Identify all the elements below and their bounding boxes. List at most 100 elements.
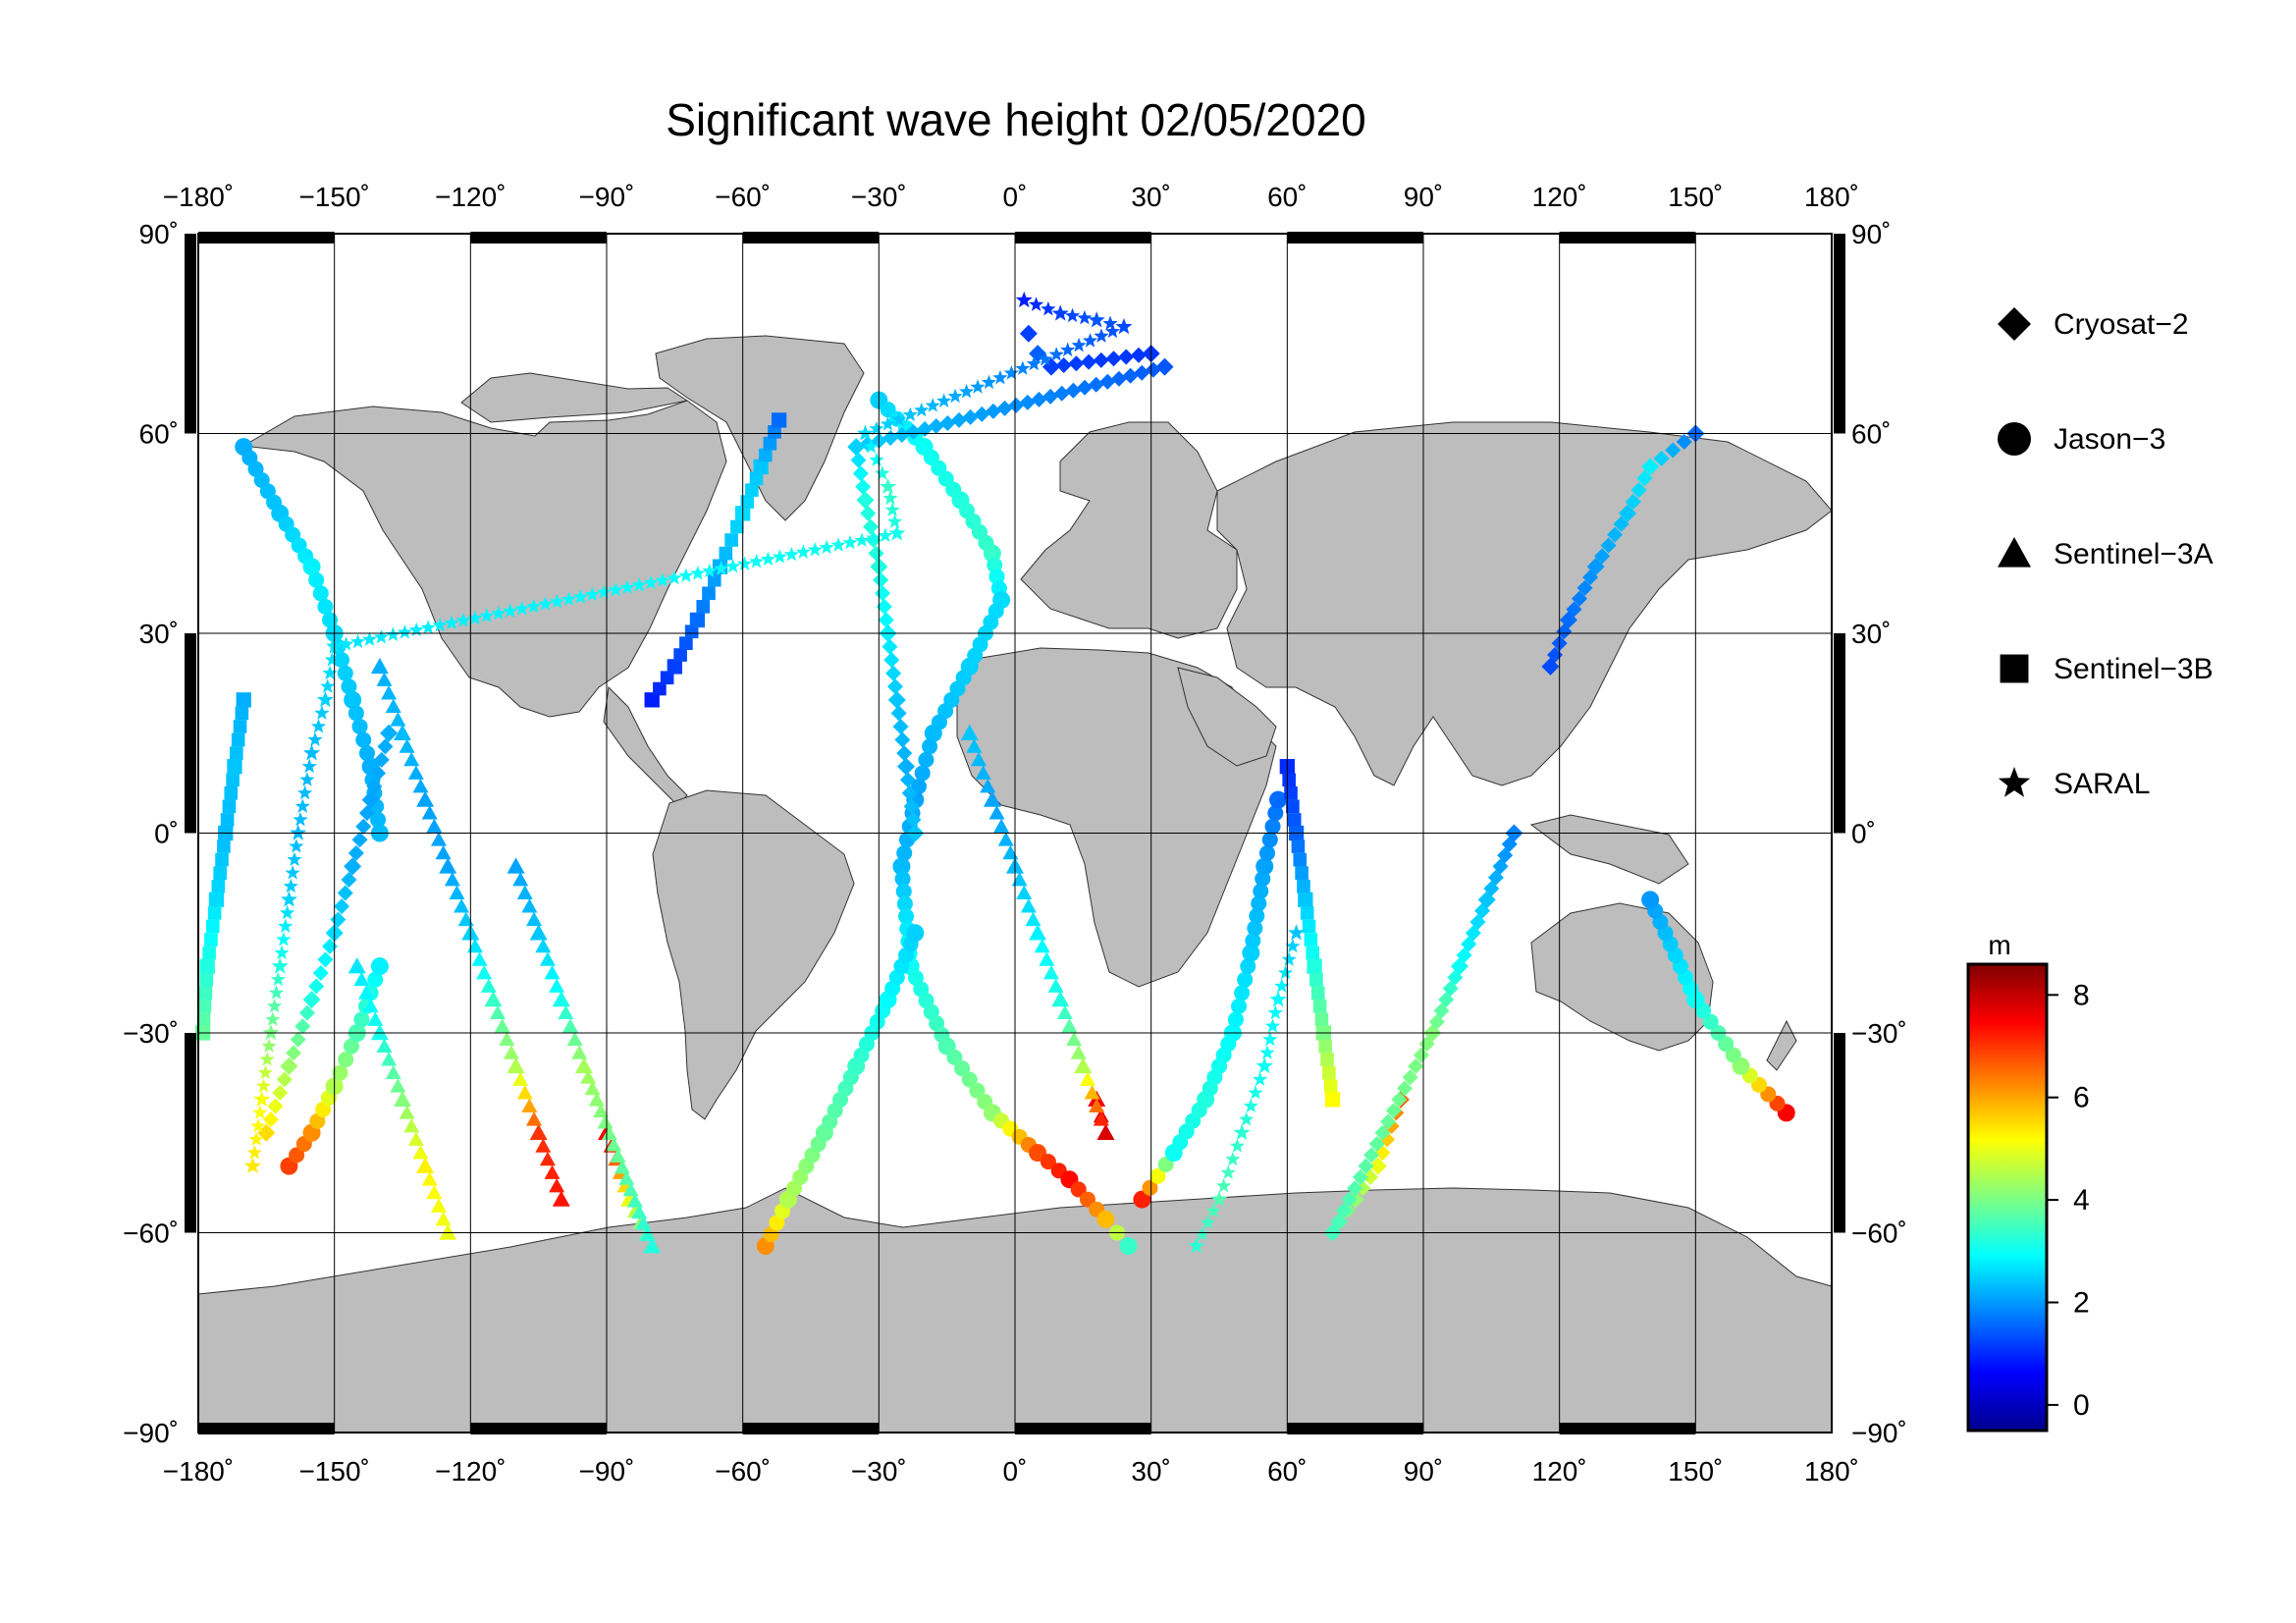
y-tick-label-right: 30˚ [1851,619,1891,649]
track-point [1330,1214,1347,1230]
track-point [1239,1111,1255,1126]
track-point [893,427,910,444]
track-point [286,1045,302,1061]
track-point [1374,1124,1391,1141]
track-point [407,765,424,780]
track-point [535,938,552,953]
track-point [1053,385,1070,402]
track-point [1077,379,1094,396]
track-point [1122,367,1139,384]
track-point [873,571,889,588]
track-point [1402,1069,1418,1086]
track-point [385,698,401,714]
track-point [552,1190,570,1207]
track-point [847,438,866,457]
track-point [869,452,884,467]
track-point [503,603,518,619]
track-point [361,790,380,809]
x-tick-label-top: 60˚ [1267,182,1307,212]
track-point [435,1211,452,1226]
track-point [283,878,298,893]
track-point [880,416,895,431]
track-point [308,571,325,588]
track-point [491,605,507,621]
track-point [279,904,295,920]
track-point [213,866,227,880]
track-point [1286,799,1300,814]
track-point [950,411,967,428]
track-point [355,818,372,835]
track-point [561,591,577,606]
track-point [1725,1047,1741,1063]
track-point [403,1117,420,1133]
track-point [983,790,1001,807]
track-point [507,857,525,874]
track-point [362,998,379,1013]
track-point [961,1071,978,1088]
track-point [1055,356,1072,373]
track-point [1081,353,1097,370]
track-point [673,648,687,662]
track-point [484,991,503,1007]
track-point [866,530,881,545]
track-point [1341,1191,1358,1208]
track-point [278,918,294,933]
track-point [358,745,375,762]
track-point [1253,883,1269,899]
track-point [512,1071,529,1086]
track-point [235,706,249,721]
track-point [312,964,329,981]
track-point [287,851,302,867]
track-point [614,1159,630,1174]
track-point [1380,1113,1397,1130]
track-point [316,690,334,708]
track-point [1300,906,1314,920]
track-point [202,946,216,960]
colorbar-tick-label: 0 [2073,1389,2090,1422]
track-point [370,765,387,782]
track-point [1408,1057,1424,1074]
y-tick-label-right: 0˚ [1851,819,1876,849]
track-point [1084,1085,1100,1100]
track-point [1040,1154,1056,1170]
track-point [341,871,357,888]
track-point [370,657,389,675]
track-point [1242,944,1260,962]
frame-bar-top [742,232,880,243]
map-frame-bars [185,232,1845,1434]
track-point [204,933,218,947]
track-point [380,724,399,742]
track-point [684,624,699,639]
track-point [1048,347,1064,361]
track-point [430,1198,447,1213]
track-point [271,957,289,974]
track-point [958,384,975,399]
track-point [246,1145,262,1160]
track-point [267,998,283,1013]
track-point [880,477,897,495]
track-point [891,411,907,426]
track-point [971,751,988,767]
x-tick-label-top: −30˚ [851,182,907,212]
track-point [795,544,811,559]
track-point [1264,818,1281,835]
track-point [293,811,308,827]
track-point [988,805,1005,820]
track-point [1233,1123,1251,1141]
track-point [1607,526,1624,543]
track-point [544,1164,561,1179]
track-point [1088,311,1105,328]
track-point [962,408,979,425]
track-point [696,600,711,614]
track-point [1309,972,1323,987]
track-point [397,624,412,639]
track-point [394,1090,411,1108]
track-point [494,1018,510,1033]
track-point [1019,324,1038,343]
track-point [444,871,460,887]
track-point [466,938,483,953]
track-point [514,601,530,616]
track-point [1630,482,1647,499]
track-point [412,779,429,793]
track-point [381,685,398,700]
